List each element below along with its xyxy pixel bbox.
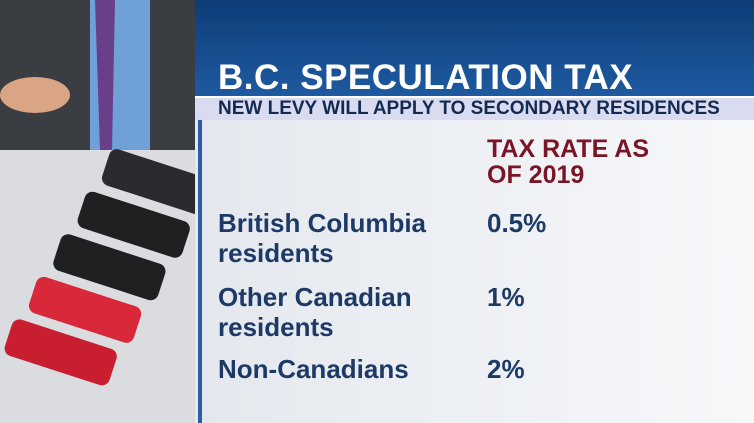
accent-line [198, 120, 202, 423]
row-label: Non-Canadians [218, 354, 409, 384]
title-band [195, 0, 754, 96]
title: B.C. SPECULATION TAX [218, 58, 634, 97]
photo [0, 0, 196, 423]
row-value: 1% [487, 282, 525, 312]
row-label: Other Canadian residents [218, 282, 412, 342]
row-label: British Columbia residents [218, 208, 427, 268]
row-value: 2% [487, 354, 525, 384]
subtitle: NEW LEVY WILL APPLY TO SECONDARY RESIDEN… [218, 98, 720, 119]
content-panel [195, 120, 754, 423]
subtitle-bar [195, 96, 754, 120]
row-value: 0.5% [487, 208, 547, 238]
column-header: TAX RATE AS OF 2019 [487, 135, 650, 189]
